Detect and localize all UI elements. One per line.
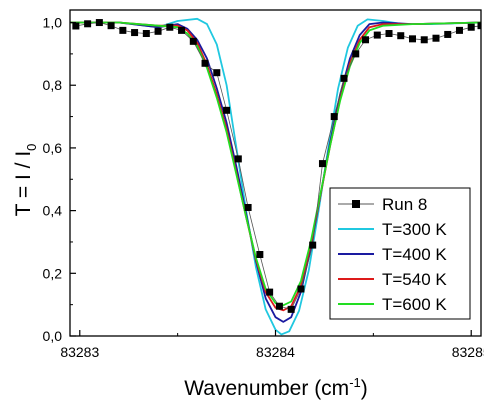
data-point [131,29,139,37]
series-t-540-k [70,21,481,312]
data-point [142,30,150,38]
legend-label: T=400 K [382,245,447,264]
x-axis-title: Wavenumber (cm-1) [184,375,368,400]
series-run-8 [72,19,481,313]
series-line-t-400-k [70,21,481,323]
data-point [275,302,283,310]
y-axis-title: T = I / I0 [12,144,39,217]
data-point [420,36,428,44]
data-point [95,19,103,27]
x-tick-label: 83284 [256,344,295,360]
series-t-300-k [70,17,481,336]
y-tick-label: 0,6 [43,140,63,156]
series-line-t-540-k [70,21,481,312]
data-point [373,31,381,39]
data-point [318,160,326,168]
legend-label: T=540 K [382,270,447,289]
x-tick-label: 83283 [60,344,99,360]
x-tick-label: 83285 [452,344,484,360]
data-point [84,20,92,28]
ticks-layer: 0,0 0,2 0,4 0,6 0,8 1,0 83283 83284 83285 [43,15,484,360]
data-point [362,36,370,44]
data-point [397,32,405,40]
data-point [234,155,242,163]
y-tick-label: 0,4 [43,203,63,219]
x-axis-title-superscript: -1 [349,375,361,390]
data-point [352,50,360,58]
data-point [72,22,80,30]
legend-label: T=300 K [382,220,447,239]
data-point [467,23,475,31]
data-point [119,26,127,34]
data-point [107,22,115,30]
legend: Run 8 T=300 K T=400 K T=540 K T=600 K [329,187,471,320]
legend-label: T=600 K [382,295,447,314]
data-point [477,22,481,30]
data-point [287,305,295,313]
y-tick-label: 1,0 [43,15,63,31]
x-axis-title-tail: ) [361,377,368,400]
data-point [432,34,440,42]
data-point [213,69,221,77]
series-t-400-k [70,21,481,323]
data-point [244,203,252,211]
data-point [178,26,186,34]
y-tick-label: 0,0 [43,328,63,344]
data-point [385,30,393,38]
x-axis-title-main: Wavenumber (cm [184,377,349,400]
data-point [444,30,452,38]
data-point [409,35,416,43]
data-point [266,288,274,296]
data-point [189,37,197,45]
data-point [297,285,305,293]
data-point [223,106,231,114]
data-point [340,74,348,82]
y-tick-label: 0,2 [43,265,63,281]
y-axis-title-main: T = I / I [12,151,35,217]
legend-label: Run 8 [382,195,427,214]
data-point [256,251,264,258]
series-line-t-300-k [70,17,481,336]
data-point [330,113,338,121]
series-layer [70,17,481,336]
data-point [201,59,209,67]
data-point [166,23,174,31]
legend-marker [352,200,360,208]
y-axis-title-subscript: 0 [24,144,39,151]
data-point [455,26,463,34]
data-point [154,27,162,35]
y-tick-label: 0,8 [43,77,63,93]
data-point [309,241,317,249]
